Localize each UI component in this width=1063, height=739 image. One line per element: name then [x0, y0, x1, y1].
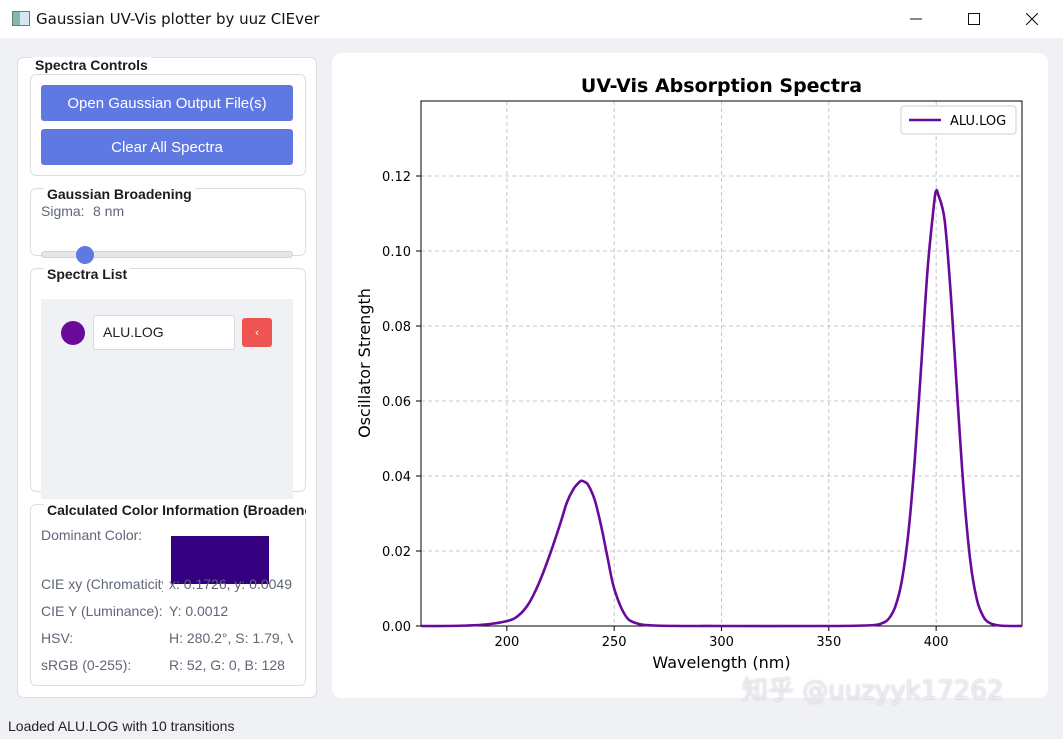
hsv-value: H: 280.2°, S: 1.79, V: [169, 630, 293, 646]
y-tick-label-5: 0.10: [382, 245, 411, 260]
close-button[interactable]: [1003, 0, 1061, 38]
y-tick-label-1: 0.02: [382, 545, 411, 560]
y-tick-label-2: 0.04: [382, 470, 411, 485]
y-tick-label-3: 0.06: [382, 395, 411, 410]
chart-axes: 200 250 300 350 400 0.00 0.02 0.04 0.06 0.08 0.10 0…: [382, 170, 949, 650]
client-area: Spectra Controls Open Gaussian Output Fi…: [0, 38, 1063, 739]
series-line-0: [420, 188, 1023, 628]
minimize-icon: [910, 18, 922, 20]
spectrum-color-swatch[interactable]: [61, 321, 85, 345]
x-tick-label-250: 250: [602, 635, 627, 650]
spectrum-chart: 200 250 300 350 400 0.00 0.02 0.04 0.06 0.08 0.10 0…: [355, 75, 1023, 672]
title-bar: Gaussian UV-Vis plotter by uuz CIEver: [0, 0, 1063, 38]
app-window-icon: [12, 11, 30, 26]
chart-title: UV-Vis Absorption Spectra: [581, 75, 862, 97]
dominant-color-swatch: [171, 536, 269, 584]
x-tick-label-350: 350: [816, 635, 841, 650]
maximize-icon: [968, 13, 980, 25]
open-gaussian-file-button[interactable]: Open Gaussian Output File(s): [41, 85, 293, 121]
chart-legend: ALU.LOG: [900, 105, 1017, 135]
window-title: Gaussian UV-Vis plotter by uuz CIEver: [36, 10, 320, 28]
legend-box: [900, 105, 1017, 135]
y-tick-label-4: 0.08: [382, 320, 411, 335]
control-panel: Spectra Controls Open Gaussian Output Fi…: [17, 57, 317, 698]
x-tick-label-200: 200: [494, 635, 519, 650]
spectra-list-title: Spectra List: [44, 266, 131, 282]
color-info-group: [30, 504, 306, 686]
watermark: 知乎 @uuzyyk17262: [742, 676, 1004, 706]
sigma-slider[interactable]: [41, 251, 293, 258]
hsv-label: HSV:: [41, 630, 74, 646]
sigma-label: Sigma:: [41, 203, 85, 219]
spectra-controls-title: Spectra Controls: [32, 57, 151, 73]
y-tick-label-0: 0.00: [382, 620, 411, 635]
remove-spectrum-button[interactable]: ‹: [242, 318, 272, 347]
chart-grid: [421, 101, 1022, 627]
chart-series: [420, 188, 1023, 628]
maximize-button[interactable]: [945, 0, 1003, 38]
status-bar: Loaded ALU.LOG with 10 transitions: [8, 718, 235, 734]
sigma-slider-handle[interactable]: [76, 246, 95, 264]
spectrum-name-field[interactable]: ALU.LOG: [93, 315, 235, 350]
cie-y-label: CIE Y (Luminance):: [41, 603, 163, 619]
broadening-title: Gaussian Broadening: [44, 186, 195, 202]
close-icon: [1026, 13, 1038, 25]
cie-xy-value: x: 0.1726, y: 0.0049: [169, 576, 292, 592]
cie-xy-label: CIE xy (Chromaticity):: [41, 576, 163, 592]
legend-label-alu-log: ALU.LOG: [950, 114, 1006, 129]
y-tick-label-6: 0.12: [382, 170, 411, 185]
srgb-value: R: 52, G: 0, B: 128: [169, 657, 285, 673]
minimize-button[interactable]: [887, 0, 945, 38]
x-tick-label-400: 400: [924, 635, 949, 650]
plot-panel: 200 250 300 350 400 0.00 0.02 0.04 0.06 0.08 0.10 0…: [332, 53, 1048, 698]
spectra-list: ALU.LOG ‹: [41, 299, 293, 499]
cie-y-value: Y: 0.0012: [169, 603, 229, 619]
sigma-value: 8 nm: [93, 203, 125, 219]
x-tick-label-300: 300: [709, 635, 734, 650]
y-axis-label: Oscillator Strength: [355, 288, 374, 438]
srgb-label: sRGB (0-255):: [41, 657, 132, 673]
clear-all-spectra-button[interactable]: Clear All Spectra: [41, 129, 293, 165]
dominant-color-label: Dominant Color:: [41, 527, 143, 543]
color-info-title: Calculated Color Information (Broadened): [44, 502, 306, 518]
x-axis-label: Wavelength (nm): [652, 653, 790, 672]
